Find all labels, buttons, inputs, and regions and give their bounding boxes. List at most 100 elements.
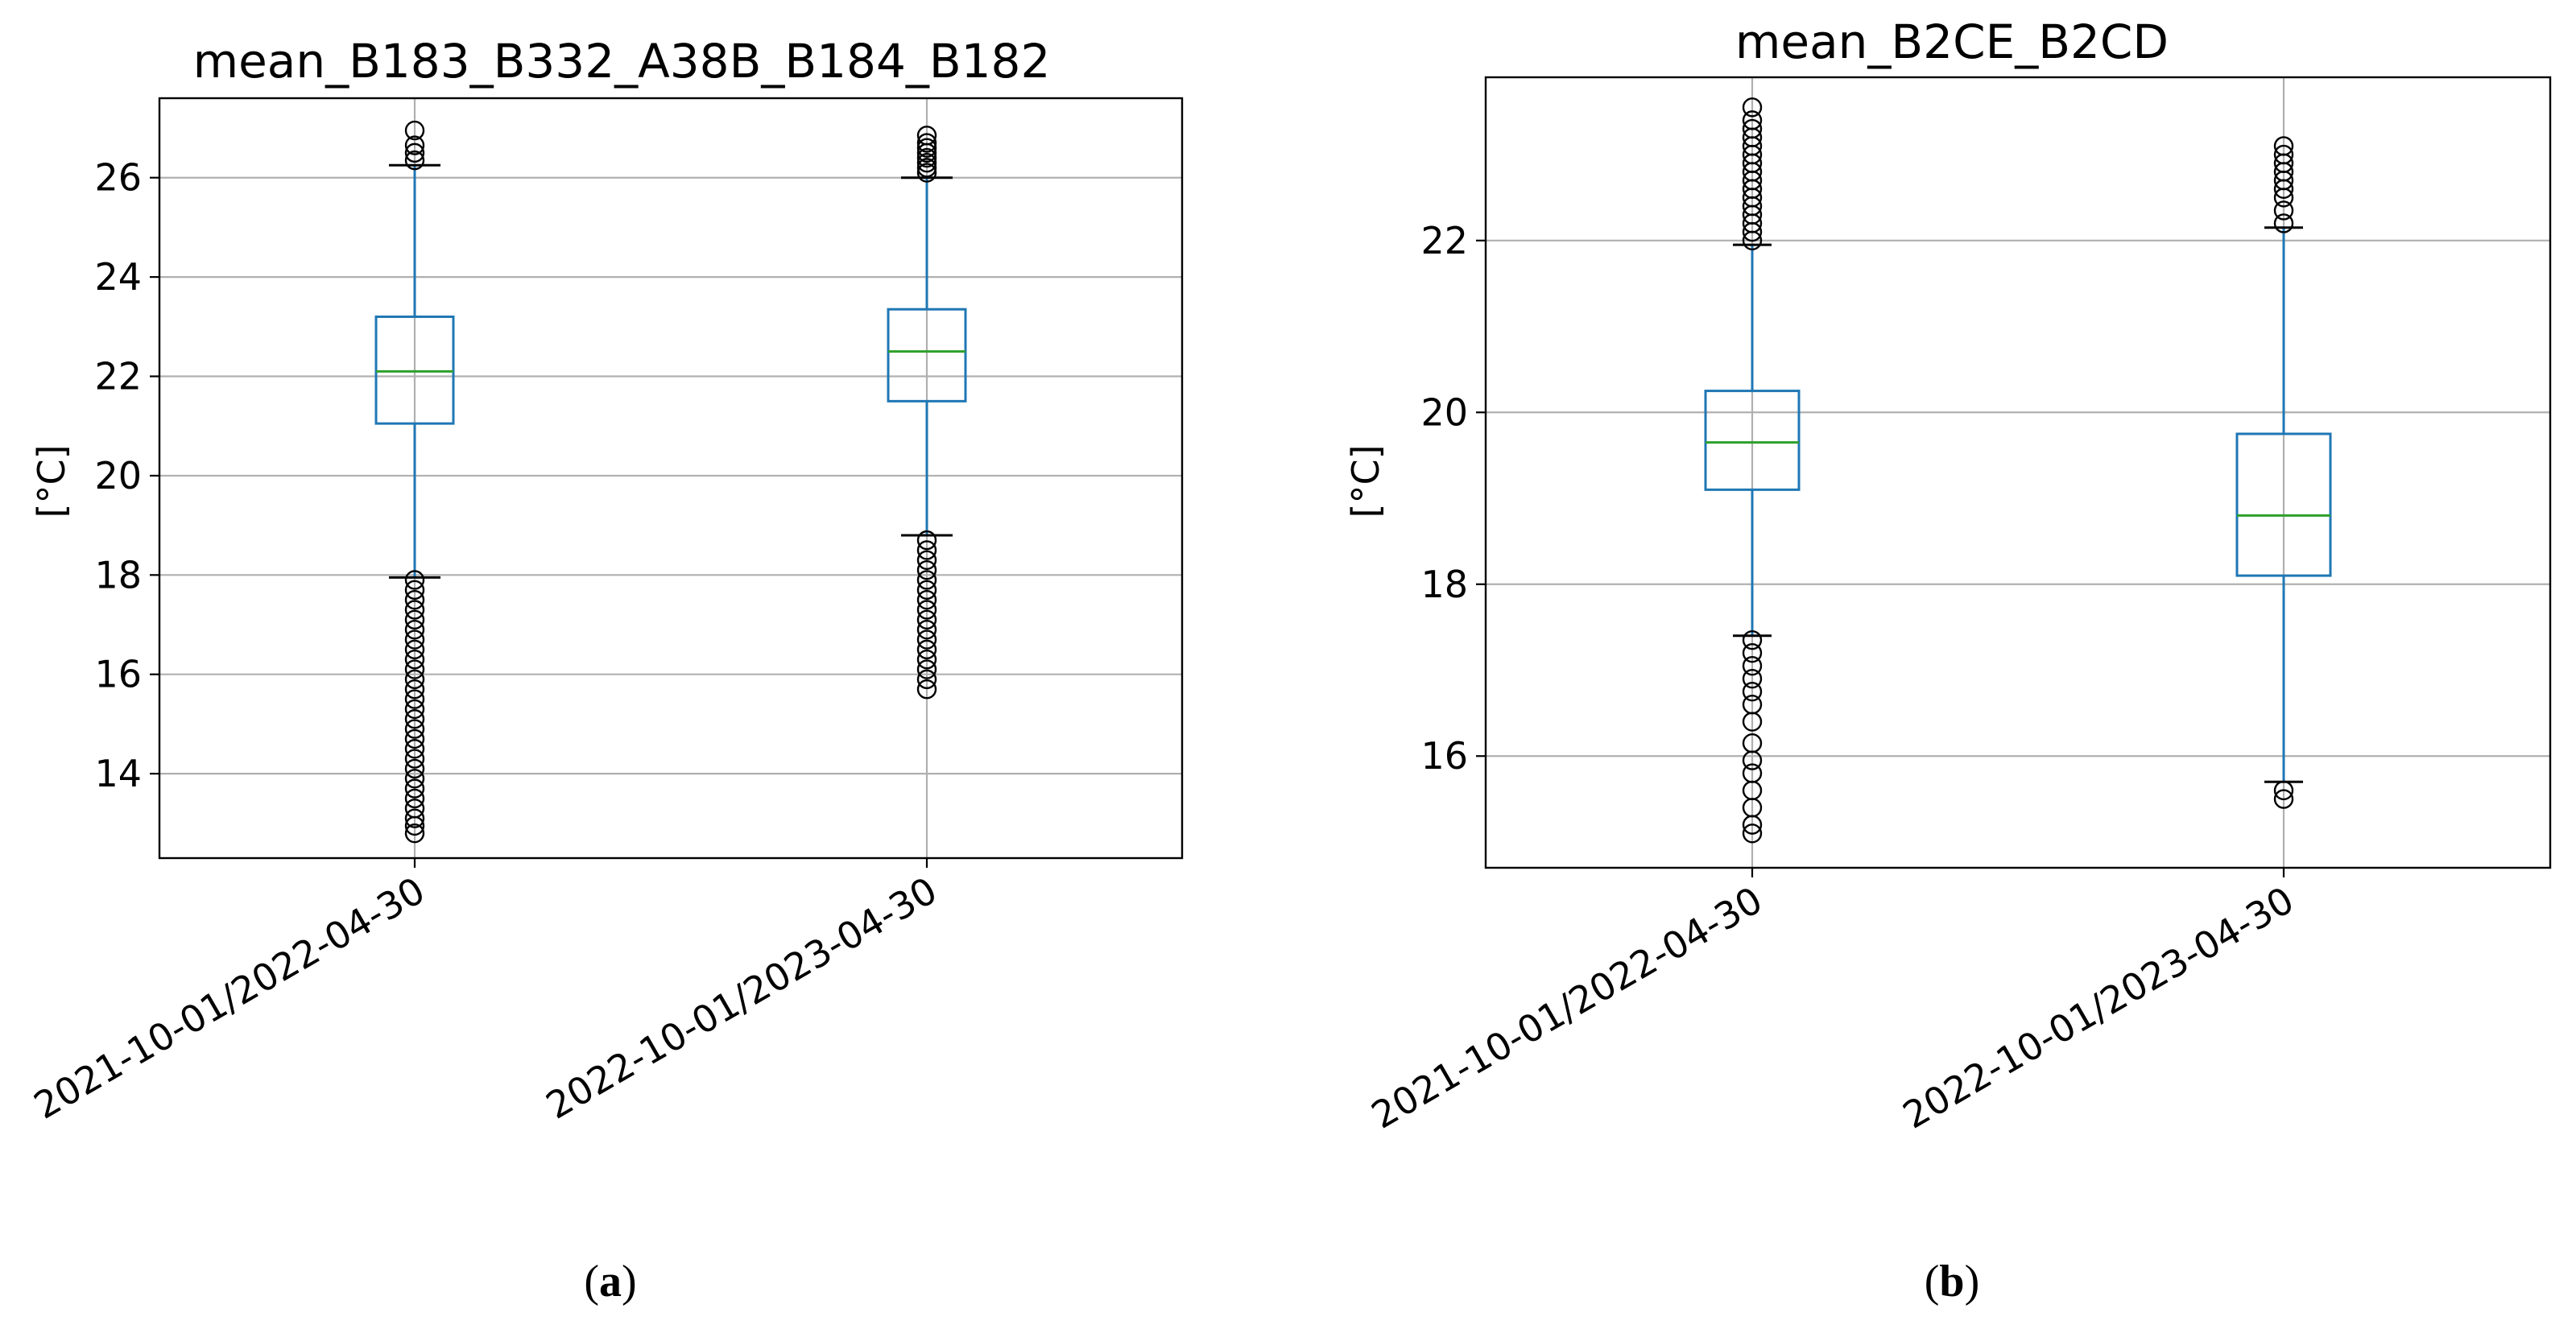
chart-b-outlier-1-1: [2273, 200, 2294, 221]
chart-a-outlier-0-5: [404, 580, 425, 601]
chart-a-title: mean_B183_B332_A38B_B184_B182: [193, 34, 1051, 89]
chart-a-ytick-label-0: 14: [94, 752, 142, 795]
chart-a-outlier-1-15: [916, 600, 937, 620]
chart-a-outlier-0-19: [404, 719, 425, 739]
chart-b-frame: [1484, 76, 2552, 869]
chart-a-outlier-0-23: [404, 758, 425, 779]
chart-a-outlier-0-15: [404, 679, 425, 700]
chart-a-outlier-0-28: [404, 808, 425, 828]
chart-a-outlier-0-26: [404, 788, 425, 809]
chart-b-ytick-label-3: 22: [1420, 219, 1468, 262]
chart-b-outlier-0-22: [1742, 712, 1763, 732]
chart-b-outlier-0-19: [1742, 668, 1763, 689]
chart-a-outlier-0-6: [404, 589, 425, 610]
chart-a-ytick-label-5: 24: [94, 255, 142, 299]
chart-a-ylabel: [°C]: [30, 444, 73, 518]
chart-a-outlier-0-8: [404, 609, 425, 630]
chart-a-outlier-0-10: [404, 629, 425, 650]
chart-a-outlier-0-21: [404, 739, 425, 759]
chart-a-box-0: [374, 315, 455, 425]
chart-b-outlier-1-9: [2273, 780, 2294, 801]
panel-b: mean_B2CE_B2CD [°C] 16 18 20 22 2021-10-01/2…: [1344, 14, 2552, 1306]
chart-a-outlier-1-7: [916, 126, 937, 146]
chart-b-outlier-0-15: [1742, 97, 1763, 118]
chart-b-outlier-1-8: [2273, 136, 2294, 156]
chart-b-outlier-0-28: [1742, 815, 1763, 835]
chart-a-outlier-0-12: [404, 650, 425, 670]
chart-a-outlier-0-11: [404, 639, 425, 660]
chart-b-ylabel: [°C]: [1344, 444, 1387, 518]
caption-a-letter: a: [599, 1257, 622, 1306]
chart-b-outlier-0-20: [1742, 681, 1763, 702]
panel-a: mean_B183_B332_A38B_B184_B182 [°C] 14161…: [27, 34, 1184, 1306]
chart-a-outlier-0-1: [404, 142, 425, 163]
chart-b-ytick-label-1: 18: [1420, 563, 1468, 606]
chart-b-outlier-0-18: [1742, 655, 1763, 676]
chart-b-outlier-1-7: [2273, 144, 2294, 165]
chart-b-ytick-label-2: 20: [1420, 390, 1468, 434]
chart-a-outlier-1-13: [916, 580, 937, 601]
chart-a-xtick-label-0: 2021-10-01/2022-04-30: [27, 869, 432, 1128]
chart-a-outlier-0-29: [404, 815, 425, 836]
caption-b: (b): [1925, 1257, 1979, 1306]
chart-a-outlier-1-18: [916, 629, 937, 650]
chart-b-title: mean_B2CE_B2CD: [1735, 14, 2169, 69]
chart-a-outlier-0-9: [404, 619, 425, 640]
chart-a-plot-area: 14 16 18 20 22 24 26 2021-10-01/2022-04-30 2022-…: [27, 97, 1184, 1128]
chart-a-outlier-0-3: [404, 120, 425, 141]
chart-a-outlier-1-1: [916, 158, 937, 178]
chart-b-outlier-0-16: [1742, 629, 1763, 650]
chart-a-outlier-1-0: [916, 163, 937, 183]
chart-a-outlier-0-2: [404, 135, 425, 155]
chart-a-outlier-0-25: [404, 778, 425, 799]
chart-a-outlier-0-16: [404, 689, 425, 709]
chart-a-outlier-1-22: [916, 669, 937, 690]
caption-a: (a): [584, 1257, 636, 1306]
chart-a-outlier-0-4: [404, 570, 425, 590]
chart-a-outlier-0-24: [404, 769, 425, 789]
chart-a-ytick-label-6: 26: [94, 156, 142, 200]
chart-a-outlier-0-14: [404, 669, 425, 690]
chart-a-outlier-0-20: [404, 729, 425, 749]
chart-a-outlier-0-22: [404, 749, 425, 769]
chart-b-plot-area: 16 18 20 22 2021-10-01/2022-04-30 2022-10-01/…: [1364, 76, 2552, 1137]
chart-a-outlier-1-5: [916, 138, 937, 158]
chart-a-outlier-1-2: [916, 153, 937, 173]
chart-a-ytick-label-3: 20: [94, 454, 142, 497]
chart-a-outlier-1-9: [916, 540, 937, 560]
chart-b-outlier-0-24: [1742, 750, 1763, 770]
chart-a-outlier-0-30: [404, 823, 425, 844]
chart-a-outlier-1-12: [916, 570, 937, 590]
chart-b-outlier-1-10: [2273, 789, 2294, 809]
chart-a-ytick-label-2: 18: [94, 553, 142, 596]
chart-b-xtick-label-0: 2021-10-01/2022-04-30: [1364, 878, 1769, 1137]
chart-a-outlier-1-20: [916, 650, 937, 670]
chart-b-ytick-label-0: 16: [1420, 734, 1468, 778]
chart-b-xtick-label-1: 2022-10-01/2023-04-30: [1896, 878, 2301, 1137]
chart-b-box-0: [1704, 390, 1801, 491]
chart-a-outlier-0-13: [404, 659, 425, 679]
chart-a-outlier-1-23: [916, 679, 937, 700]
chart-a-outlier-1-14: [916, 589, 937, 610]
chart-a-outlier-1-3: [916, 147, 937, 168]
chart-b-box-1: [2235, 432, 2332, 577]
chart-a-outlier-0-7: [404, 600, 425, 620]
chart-a-outlier-1-17: [916, 619, 937, 640]
chart-a-box-1: [887, 308, 967, 402]
chart-b-outlier-0-13: [1742, 118, 1763, 139]
chart-b-outlier-1-0: [2273, 213, 2294, 233]
chart-b-outlier-0-17: [1742, 642, 1763, 663]
chart-a-outlier-1-11: [916, 559, 937, 580]
chart-a-outlier-0-0: [404, 150, 425, 171]
chart-a-ytick-label-1: 16: [94, 653, 142, 696]
chart-a-xtick-label-1: 2022-10-01/2023-04-30: [539, 869, 944, 1128]
caption-b-letter: b: [1939, 1257, 1964, 1306]
chart-b-outlier-0-14: [1742, 110, 1763, 130]
chart-a-outlier-1-21: [916, 659, 937, 679]
chart-a-outlier-1-6: [916, 133, 937, 153]
chart-a-frame: [158, 97, 1184, 860]
chart-a-ytick-label-4: 22: [94, 355, 142, 398]
chart-b-outlier-0-29: [1742, 823, 1763, 844]
chart-a-outlier-1-16: [916, 609, 937, 630]
